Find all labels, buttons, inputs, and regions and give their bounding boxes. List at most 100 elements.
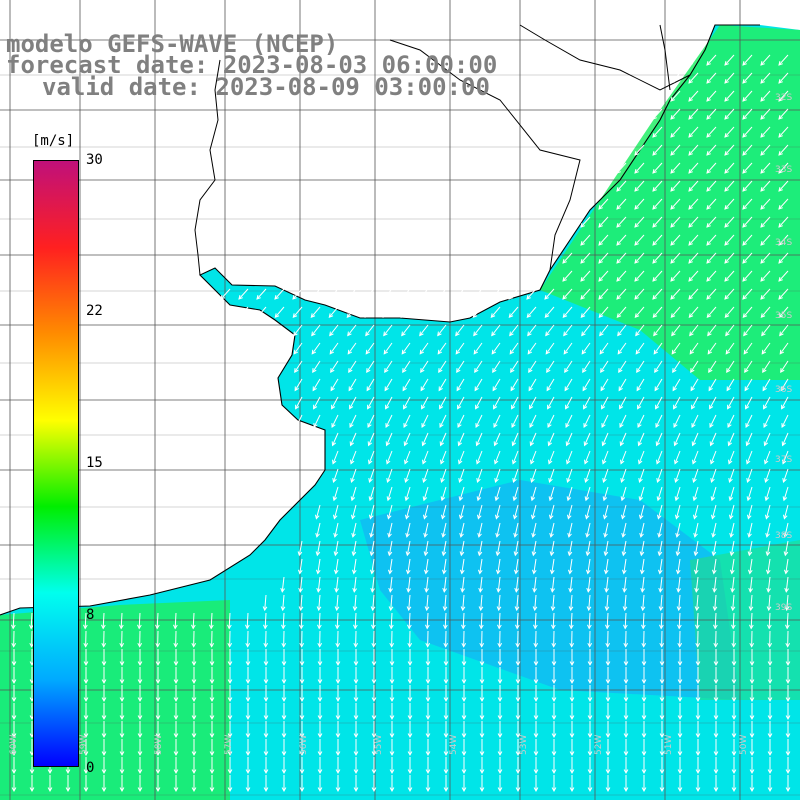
wind-arrow xyxy=(742,54,753,66)
wind-arrow xyxy=(618,360,627,374)
wind-arrow xyxy=(443,739,449,757)
wind-arrow xyxy=(569,739,575,757)
wind-arrow xyxy=(638,468,645,483)
wind-arrow xyxy=(227,630,233,648)
wind-arrow xyxy=(673,414,681,428)
wind-arrow xyxy=(634,126,645,138)
wind-arrow xyxy=(565,414,573,428)
wind-arrow xyxy=(637,396,645,410)
wind-arrow xyxy=(587,775,593,793)
wind-arrow xyxy=(476,468,483,483)
wind-arrow xyxy=(333,522,339,538)
wind-arrow xyxy=(137,703,143,721)
wind-arrow xyxy=(10,612,16,630)
wind-arrow xyxy=(119,757,125,775)
wind-arrow xyxy=(670,288,681,300)
wind-arrow xyxy=(479,703,485,721)
wind-arrow xyxy=(387,540,393,557)
wind-arrow xyxy=(407,630,413,648)
wind-arrow xyxy=(353,775,359,793)
wind-arrow xyxy=(672,360,681,374)
wind-arrow xyxy=(655,414,663,428)
wind-arrow xyxy=(299,775,305,793)
wind-arrow xyxy=(313,396,321,410)
wind-arrow xyxy=(83,703,89,721)
wind-arrow xyxy=(582,378,591,392)
wind-arrow xyxy=(659,685,665,703)
wind-arrow xyxy=(693,540,699,557)
wind-arrow xyxy=(694,576,699,593)
wind-arrow xyxy=(533,703,539,721)
wind-arrow xyxy=(479,685,485,703)
wind-arrow xyxy=(335,630,341,648)
wind-arrow xyxy=(712,594,718,612)
wind-arrow xyxy=(569,630,575,648)
wind-arrow xyxy=(495,540,501,557)
wind-arrow xyxy=(656,486,663,502)
wind-arrow xyxy=(29,775,35,793)
wind-arrow xyxy=(312,360,321,374)
wind-arrow xyxy=(785,630,791,648)
wind-arrow xyxy=(191,775,197,793)
wind-arrow xyxy=(367,414,375,428)
wind-arrow xyxy=(172,612,178,630)
lat-label: 36S xyxy=(775,385,792,395)
wind-arrow xyxy=(547,414,555,428)
wind-arrow xyxy=(713,721,719,739)
wind-arrow xyxy=(299,721,305,739)
wind-arrow xyxy=(550,576,555,593)
wind-arrow xyxy=(710,486,717,502)
wind-arrow xyxy=(317,667,323,685)
wind-arrow xyxy=(11,721,17,739)
wind-arrow xyxy=(494,486,501,502)
wind-arrow xyxy=(328,306,339,318)
wind-arrow xyxy=(389,630,395,648)
wind-arrow xyxy=(688,306,699,318)
wind-arrow xyxy=(368,468,375,483)
wind-arrow xyxy=(461,685,467,703)
wind-arrow xyxy=(263,630,269,648)
wind-arrow xyxy=(101,739,107,757)
wind-arrow xyxy=(670,270,681,282)
wind-arrow xyxy=(348,360,357,374)
wind-arrow xyxy=(562,306,573,318)
wind-arrow xyxy=(350,450,357,465)
wind-arrow xyxy=(227,757,233,775)
wind-arrow xyxy=(370,576,375,593)
wind-arrow xyxy=(454,288,465,300)
wind-arrow xyxy=(119,775,125,793)
wind-arrow xyxy=(764,450,771,465)
wind-arrow xyxy=(677,757,683,775)
wind-arrow xyxy=(731,757,737,775)
wind-arrow xyxy=(745,396,753,410)
wind-arrow xyxy=(245,667,251,685)
wind-arrow xyxy=(245,775,251,793)
wind-arrow xyxy=(11,739,17,757)
wind-arrow xyxy=(425,739,431,757)
wind-arrow xyxy=(491,342,501,355)
wind-arrow xyxy=(785,757,791,775)
wind-arrow xyxy=(760,198,771,210)
wind-arrow xyxy=(616,180,627,192)
lagoon-border xyxy=(519,24,691,91)
wind-arrow xyxy=(407,649,413,667)
wind-arrow xyxy=(281,703,287,721)
wind-arrow xyxy=(760,54,771,66)
wind-arrow xyxy=(724,72,735,84)
wind-arrow xyxy=(314,504,321,520)
wind-arrow xyxy=(695,757,701,775)
wind-arrow xyxy=(605,630,611,648)
wind-arrow xyxy=(605,757,611,775)
wind-arrow xyxy=(405,522,411,538)
wind-arrow xyxy=(406,612,412,630)
wind-arrow xyxy=(602,468,609,483)
wind-arrow xyxy=(101,649,107,667)
wind-arrow xyxy=(763,432,771,447)
wind-arrow xyxy=(173,775,179,793)
wind-arrow xyxy=(749,649,755,667)
wind-arrow xyxy=(634,216,645,228)
colorbar-tick-15: 15 xyxy=(86,455,103,471)
wind-arrow xyxy=(782,504,789,520)
wind-arrow xyxy=(473,324,483,337)
wind-arrow xyxy=(724,288,735,300)
